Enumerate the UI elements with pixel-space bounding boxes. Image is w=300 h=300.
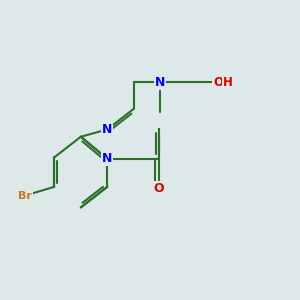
Text: H: H bbox=[223, 76, 232, 89]
Text: O: O bbox=[213, 76, 223, 89]
Text: N: N bbox=[102, 152, 112, 165]
Text: O: O bbox=[154, 182, 164, 195]
Text: Br: Br bbox=[18, 190, 32, 201]
Text: N: N bbox=[102, 123, 112, 136]
Text: N: N bbox=[155, 76, 166, 89]
